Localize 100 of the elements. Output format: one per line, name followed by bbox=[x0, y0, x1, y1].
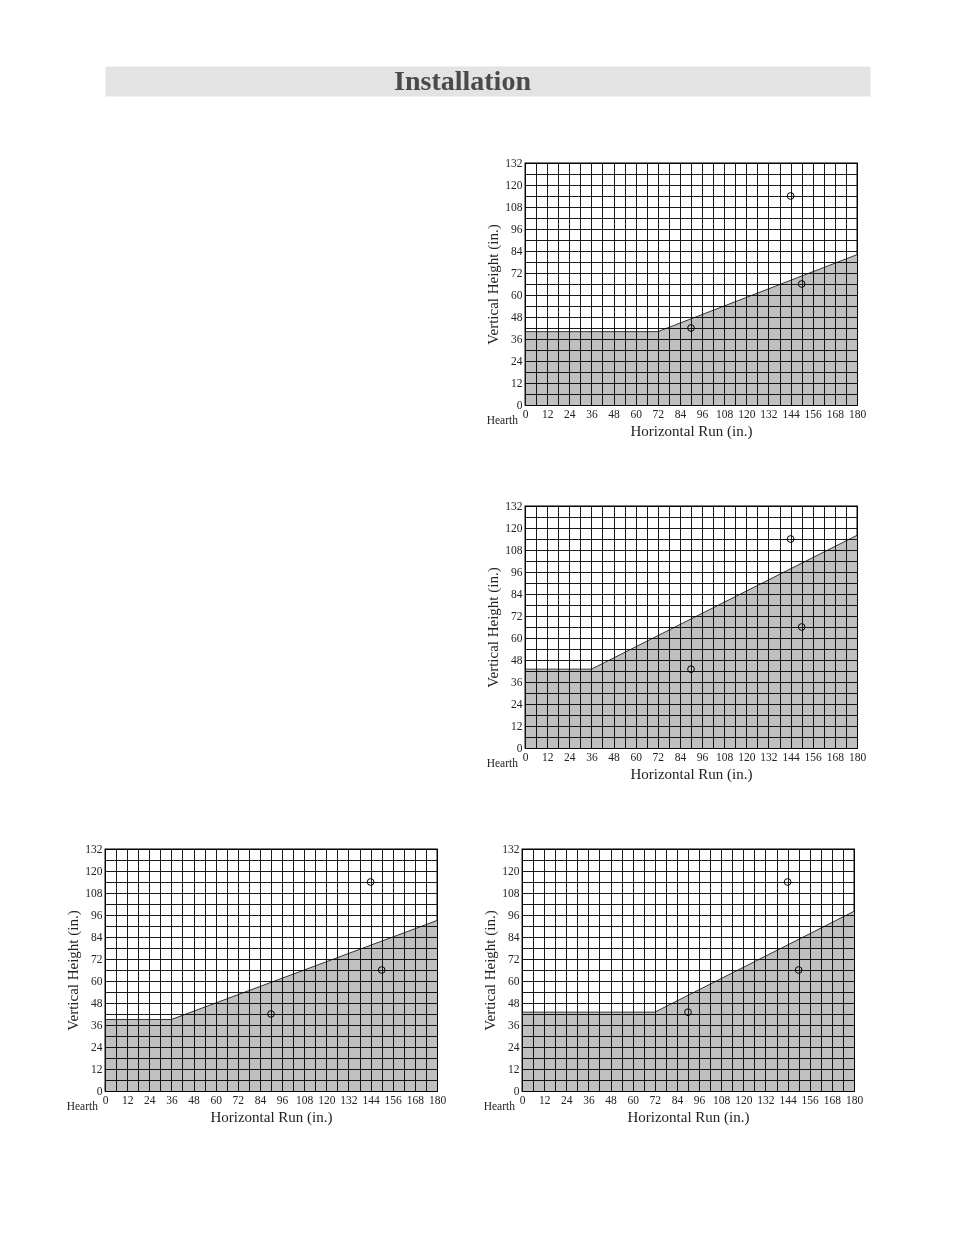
point bbox=[684, 1008, 692, 1017]
y-tick-label: 96 bbox=[91, 908, 103, 921]
x-tick-label: 60 bbox=[630, 407, 643, 420]
x-tick-label: 156 bbox=[804, 750, 823, 763]
x-tick-label: 84 bbox=[671, 1093, 684, 1106]
y-axis-title: Vertical Height (in.) bbox=[65, 910, 83, 1031]
x-tick-label: 84 bbox=[674, 750, 687, 763]
x-tick-label: 108 bbox=[296, 1093, 314, 1106]
y-tick-label: 36 bbox=[511, 675, 523, 688]
y-tick-label: 96 bbox=[508, 908, 520, 921]
x-tick-label: 72 bbox=[652, 750, 665, 763]
y-tick-label: 60 bbox=[511, 288, 523, 301]
x-tick-label: 48 bbox=[605, 1093, 618, 1106]
y-tick-label: 96 bbox=[511, 222, 523, 235]
x-tick-label: 72 bbox=[649, 1093, 662, 1106]
point bbox=[687, 665, 695, 674]
x-tick-label: 96 bbox=[693, 1093, 706, 1106]
x-axis-title: Horizontal Run (in.) bbox=[630, 423, 753, 440]
y-tick-label: 120 bbox=[502, 864, 520, 877]
x-tick-label: 108 bbox=[713, 1093, 731, 1106]
y-tick-label: 72 bbox=[511, 609, 523, 622]
x-tick-label: 96 bbox=[276, 1093, 289, 1106]
x-tick-label: 12 bbox=[121, 1093, 134, 1106]
x-tick-label: 36 bbox=[166, 1093, 178, 1106]
x-tick-label: 12 bbox=[541, 750, 554, 763]
y-tick-label: 60 bbox=[91, 974, 103, 987]
x-tick-label: 36 bbox=[583, 1093, 595, 1106]
x-tick-label: 96 bbox=[696, 750, 709, 763]
x-tick-label: 132 bbox=[760, 750, 778, 763]
x-tick-label: 120 bbox=[738, 750, 756, 763]
point bbox=[794, 966, 803, 974]
y-tick-label: 108 bbox=[502, 886, 520, 899]
x-tick-label: 132 bbox=[757, 1093, 775, 1106]
point bbox=[366, 878, 375, 886]
y-tick-label: 132 bbox=[505, 156, 523, 169]
x-tick-label: 60 bbox=[630, 750, 643, 763]
x-tick-label: 168 bbox=[406, 1093, 425, 1106]
y-tick-label: 84 bbox=[511, 244, 523, 257]
y-tick-label: 132 bbox=[505, 499, 523, 512]
text: Hearth bbox=[486, 414, 519, 426]
x-tick-label: 12 bbox=[541, 407, 554, 420]
point bbox=[786, 192, 795, 200]
x-tick-label: 12 bbox=[538, 1093, 551, 1106]
y-tick-label: 132 bbox=[502, 842, 520, 855]
x-tick-label: 36 bbox=[586, 750, 598, 763]
y-tick-label: 12 bbox=[511, 376, 523, 389]
y-tick-label: 108 bbox=[505, 543, 523, 556]
x-tick-label: 24 bbox=[144, 1093, 156, 1106]
x-tick-label: 168 bbox=[823, 1093, 842, 1106]
y-tick-label: 48 bbox=[511, 310, 523, 323]
x-tick-label: 156 bbox=[804, 407, 823, 420]
x-tick-label: 168 bbox=[826, 750, 845, 763]
x-axis-title: Horizontal Run (in.) bbox=[210, 1109, 333, 1126]
y-tick-label: 36 bbox=[91, 1018, 103, 1031]
x-tick-label: 180 bbox=[848, 750, 867, 763]
y-tick-label: 12 bbox=[91, 1062, 103, 1075]
y-tick-label: 60 bbox=[511, 631, 523, 644]
x-tick-label: 96 bbox=[696, 407, 709, 420]
point bbox=[786, 535, 795, 543]
chart-title: Installation bbox=[394, 65, 532, 96]
point bbox=[783, 878, 792, 886]
x-tick-label: 60 bbox=[210, 1093, 223, 1106]
x-axis-title: Horizontal Run (in.) bbox=[627, 1109, 750, 1126]
y-tick-label: 72 bbox=[508, 952, 520, 965]
y-tick-label: 0 bbox=[516, 741, 523, 754]
x-tick-label: 156 bbox=[801, 1093, 820, 1106]
y-axis-title: Vertical Height (in.) bbox=[485, 567, 503, 688]
y-tick-label: 108 bbox=[505, 200, 523, 213]
x-tick-label: 144 bbox=[782, 407, 800, 420]
x-tick-label: 144 bbox=[779, 1093, 797, 1106]
x-tick-label: 24 bbox=[561, 1093, 573, 1106]
x-tick-label: 180 bbox=[428, 1093, 447, 1106]
y-tick-label: 24 bbox=[511, 354, 523, 367]
x-tick-label: 120 bbox=[735, 1093, 753, 1106]
x-tick-label: 84 bbox=[674, 407, 687, 420]
y-tick-label: 24 bbox=[508, 1040, 520, 1053]
y-tick-label: 84 bbox=[511, 587, 523, 600]
y-tick-label: 120 bbox=[505, 178, 523, 191]
y-tick-label: 132 bbox=[85, 842, 103, 855]
x-tick-label: 108 bbox=[716, 750, 734, 763]
y-tick-label: 12 bbox=[511, 719, 523, 732]
y-axis-title: Vertical Height (in.) bbox=[485, 224, 503, 345]
y-tick-label: 96 bbox=[511, 565, 523, 578]
x-tick-label: 84 bbox=[254, 1093, 267, 1106]
point bbox=[267, 1010, 275, 1018]
y-tick-label: 36 bbox=[511, 332, 523, 345]
y-tick-label: 24 bbox=[91, 1040, 103, 1053]
x-tick-label: 48 bbox=[608, 750, 621, 763]
y-tick-label: 108 bbox=[85, 886, 103, 899]
y-tick-label: 72 bbox=[91, 952, 103, 965]
x-tick-label: 120 bbox=[318, 1093, 336, 1106]
x-tick-label: 144 bbox=[362, 1093, 380, 1106]
y-tick-label: 36 bbox=[508, 1018, 520, 1031]
y-tick-label: 48 bbox=[508, 996, 520, 1009]
x-tick-label: 108 bbox=[716, 407, 734, 420]
y-tick-label: 24 bbox=[511, 697, 523, 710]
y-tick-label: 0 bbox=[96, 1084, 103, 1097]
x-tick-label: 120 bbox=[738, 407, 756, 420]
x-tick-label: 132 bbox=[340, 1093, 358, 1106]
x-axis-title: Horizontal Run (in.) bbox=[630, 766, 753, 783]
